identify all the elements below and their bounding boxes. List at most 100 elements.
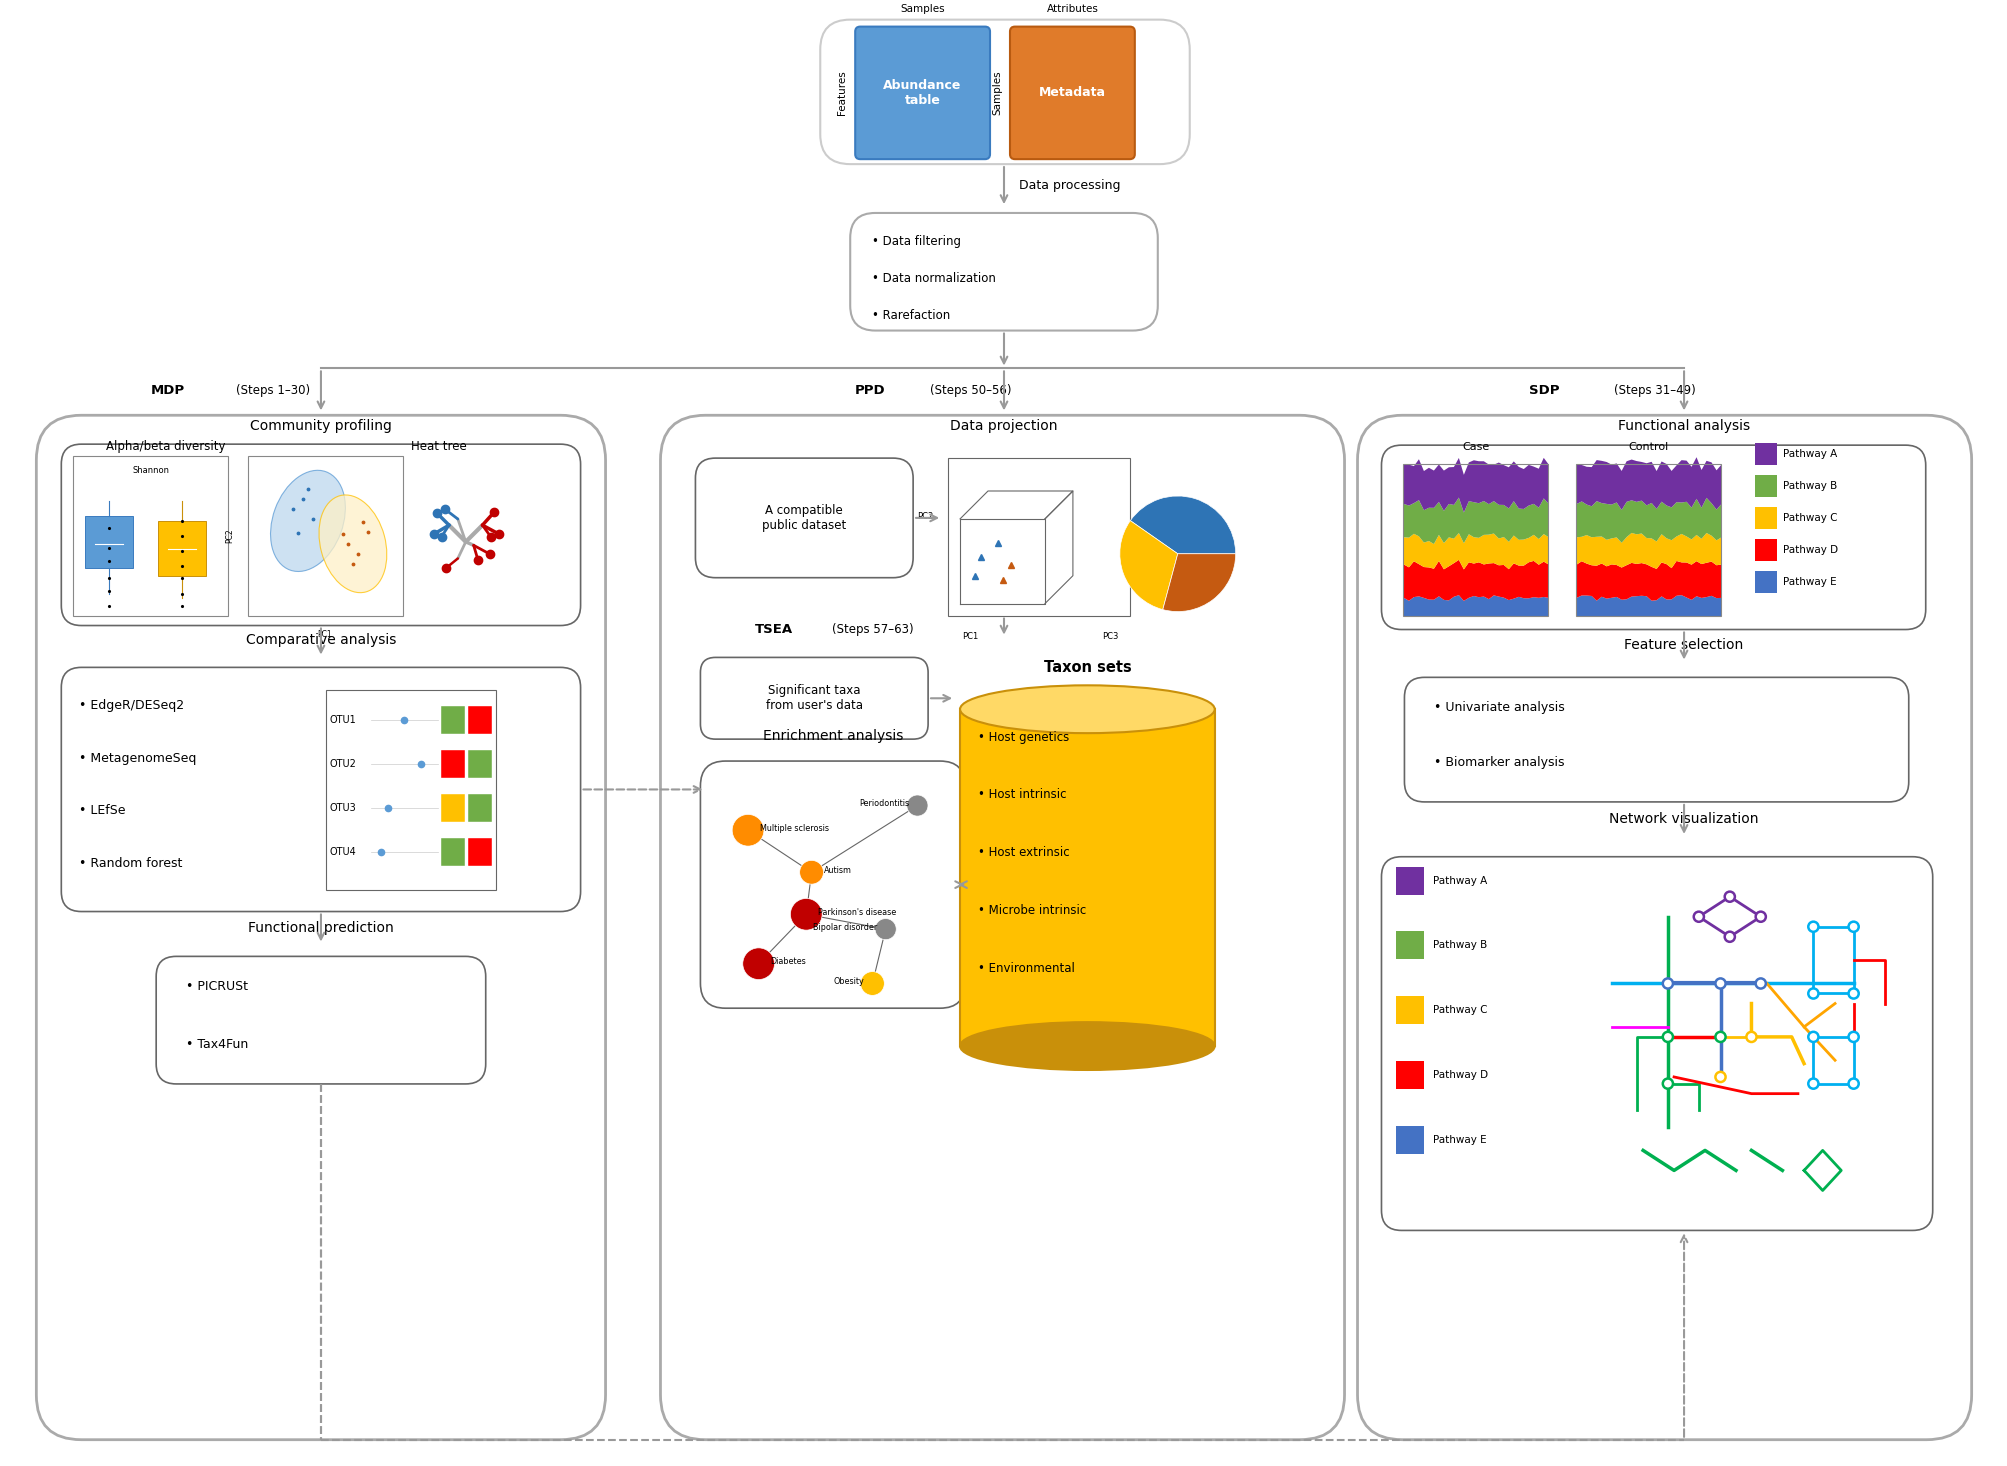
FancyBboxPatch shape (442, 837, 464, 866)
Text: PPD: PPD (855, 384, 885, 397)
Text: Bipolar disorder: Bipolar disorder (813, 922, 877, 931)
Circle shape (791, 899, 821, 929)
FancyBboxPatch shape (700, 657, 927, 739)
Text: Metadata: Metadata (1038, 86, 1106, 100)
Text: A compatible
public dataset: A compatible public dataset (763, 504, 847, 532)
FancyBboxPatch shape (819, 19, 1190, 164)
Circle shape (1662, 1032, 1672, 1042)
Text: PC2: PC2 (225, 529, 235, 542)
Text: Network visualization: Network visualization (1608, 812, 1758, 825)
Circle shape (1662, 1079, 1672, 1089)
FancyBboxPatch shape (468, 707, 492, 734)
Text: • EdgeR/DESeq2: • EdgeR/DESeq2 (78, 699, 185, 712)
Text: Pathway B: Pathway B (1433, 940, 1487, 950)
Text: OTU4: OTU4 (329, 847, 357, 856)
Text: Pathway C: Pathway C (1782, 513, 1836, 523)
FancyBboxPatch shape (1754, 507, 1776, 529)
Text: Feature selection: Feature selection (1624, 639, 1742, 652)
Text: PC2: PC2 (917, 513, 933, 522)
Circle shape (907, 795, 927, 817)
Circle shape (1754, 978, 1764, 988)
FancyBboxPatch shape (468, 795, 492, 822)
Text: • Data normalization: • Data normalization (871, 271, 995, 284)
FancyBboxPatch shape (1754, 443, 1776, 465)
Text: OTU1: OTU1 (329, 715, 357, 726)
Text: Diabetes: Diabetes (771, 957, 807, 966)
Text: Pathway D: Pathway D (1782, 545, 1836, 554)
Text: Multiple sclerosis: Multiple sclerosis (761, 824, 829, 833)
Circle shape (1808, 922, 1818, 932)
Circle shape (1724, 891, 1734, 902)
FancyBboxPatch shape (325, 690, 496, 890)
FancyBboxPatch shape (159, 520, 207, 576)
Text: Alpha/beta diversity: Alpha/beta diversity (106, 440, 225, 453)
Text: Parkinson's disease: Parkinson's disease (817, 907, 895, 916)
Circle shape (1848, 1032, 1858, 1042)
FancyBboxPatch shape (1754, 539, 1776, 561)
Text: Pathway B: Pathway B (1782, 481, 1836, 491)
FancyBboxPatch shape (442, 707, 464, 734)
FancyBboxPatch shape (660, 415, 1345, 1440)
Circle shape (861, 972, 883, 995)
Text: Features: Features (837, 70, 847, 116)
Text: Pathway E: Pathway E (1433, 1135, 1487, 1145)
Text: PC3: PC3 (1102, 632, 1118, 641)
Text: Control: Control (1628, 443, 1668, 452)
FancyBboxPatch shape (1395, 1061, 1423, 1089)
Text: Taxon sets: Taxon sets (1044, 660, 1130, 674)
FancyBboxPatch shape (442, 795, 464, 822)
Text: Autism: Autism (823, 866, 851, 875)
Text: Enrichment analysis: Enrichment analysis (763, 729, 903, 743)
Text: (Steps 57–63): (Steps 57–63) (831, 623, 913, 636)
FancyBboxPatch shape (1395, 866, 1423, 894)
Text: Data projection: Data projection (949, 419, 1058, 434)
Text: • Data filtering: • Data filtering (871, 235, 961, 248)
Text: Attributes: Attributes (1046, 3, 1098, 13)
Text: • Environmental: • Environmental (977, 962, 1074, 975)
Text: • Host intrinsic: • Host intrinsic (977, 789, 1066, 802)
Circle shape (1808, 1032, 1818, 1042)
FancyBboxPatch shape (1381, 446, 1925, 629)
Text: Case: Case (1461, 443, 1489, 452)
Text: Pathway A: Pathway A (1433, 875, 1487, 885)
Text: (Steps 1–30): (Steps 1–30) (237, 384, 309, 397)
Text: Significant taxa
from user's data: Significant taxa from user's data (765, 685, 863, 712)
Circle shape (1714, 978, 1724, 988)
FancyBboxPatch shape (1395, 997, 1423, 1025)
Text: Pathway E: Pathway E (1782, 576, 1836, 586)
Text: Abundance
table: Abundance table (883, 79, 961, 107)
Text: Pathway C: Pathway C (1433, 1006, 1487, 1014)
Circle shape (1754, 912, 1764, 922)
Text: • Tax4Fun: • Tax4Fun (187, 1038, 249, 1051)
FancyBboxPatch shape (700, 761, 965, 1009)
Text: (Steps 50–56): (Steps 50–56) (929, 384, 1012, 397)
FancyBboxPatch shape (84, 516, 132, 567)
FancyBboxPatch shape (1357, 415, 1971, 1440)
FancyBboxPatch shape (36, 415, 606, 1440)
Text: OTU2: OTU2 (329, 759, 357, 770)
FancyBboxPatch shape (72, 456, 229, 616)
Text: (Steps 31–49): (Steps 31–49) (1614, 384, 1696, 397)
Circle shape (1724, 932, 1734, 941)
Circle shape (1662, 978, 1672, 988)
Ellipse shape (959, 685, 1214, 733)
Text: SDP: SDP (1529, 384, 1559, 397)
FancyBboxPatch shape (62, 667, 580, 912)
FancyBboxPatch shape (1010, 26, 1134, 160)
Circle shape (1808, 988, 1818, 998)
FancyBboxPatch shape (1395, 931, 1423, 959)
FancyBboxPatch shape (1754, 475, 1776, 497)
Text: MDP: MDP (151, 384, 185, 397)
FancyBboxPatch shape (157, 956, 486, 1083)
Text: • Microbe intrinsic: • Microbe intrinsic (977, 905, 1086, 918)
Text: • Rarefaction: • Rarefaction (871, 309, 949, 321)
Ellipse shape (271, 471, 345, 572)
FancyBboxPatch shape (849, 213, 1158, 330)
Text: Periodontitis: Periodontitis (859, 799, 909, 808)
FancyBboxPatch shape (62, 444, 580, 626)
Text: Data processing: Data processing (1018, 179, 1120, 192)
Text: • PICRUSt: • PICRUSt (187, 979, 249, 992)
Ellipse shape (959, 1022, 1214, 1070)
Text: Samples: Samples (991, 70, 1001, 116)
Circle shape (1848, 922, 1858, 932)
